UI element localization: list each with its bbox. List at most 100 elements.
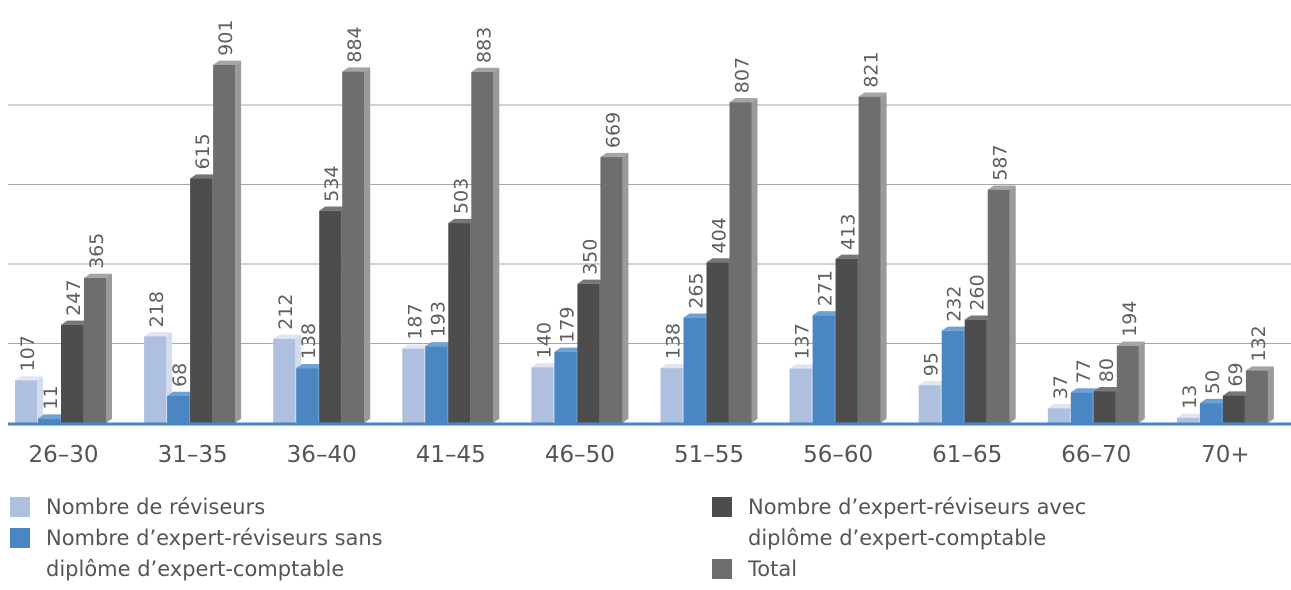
bar-top — [342, 67, 371, 72]
bar-top — [1199, 398, 1228, 404]
bar-top — [706, 258, 735, 263]
bar-front — [531, 367, 554, 423]
bar-side — [1009, 185, 1016, 423]
bar-top — [84, 273, 112, 278]
bar: 132 — [1245, 325, 1274, 423]
bar: 271 — [812, 270, 841, 423]
bar-front — [190, 178, 213, 423]
bar: 68 — [167, 363, 196, 423]
bar: 587 — [987, 144, 1016, 423]
bar-front — [660, 368, 683, 423]
data-label: 669 — [602, 112, 624, 148]
x-tick-label: 66–70 — [1061, 442, 1131, 468]
bar: 212 — [273, 293, 302, 423]
bar-side — [880, 92, 887, 423]
bar-front — [1199, 403, 1222, 423]
bar: 821 — [858, 51, 887, 423]
bar-top — [812, 311, 841, 316]
bar-top — [425, 342, 454, 347]
data-label: 107 — [17, 335, 39, 371]
bar: 365 — [84, 233, 112, 423]
x-tick-label: 41–45 — [416, 442, 486, 468]
data-label: 179 — [556, 307, 578, 343]
bar: 194 — [1116, 301, 1145, 423]
data-label: 365 — [86, 233, 108, 269]
bar: 140 — [531, 322, 560, 423]
bar-front — [600, 157, 623, 423]
x-tick-labels: 26–30 31–35 36–40 41–45 46–50 51–55 56–60 61–65… — [28, 442, 1249, 468]
legend-label: Total — [748, 557, 798, 581]
data-label: 193 — [427, 301, 449, 337]
data-label: 69 — [1225, 362, 1247, 386]
bar-front — [554, 351, 577, 423]
data-label: 194 — [1119, 301, 1141, 337]
bar-front — [38, 418, 60, 423]
data-label: 218 — [146, 291, 168, 327]
legend-item-sans-diplome: Nombre d’expert-réviseurs sans diplôme d… — [0, 523, 466, 585]
bar-top — [577, 279, 606, 284]
data-label: 140 — [533, 322, 555, 358]
bar-top — [554, 347, 583, 352]
bar-top — [941, 326, 970, 331]
bar-front — [858, 96, 881, 423]
bar-top — [319, 206, 348, 211]
x-tick-label: 51–55 — [674, 442, 744, 468]
data-label: 77 — [1073, 359, 1095, 383]
legend-swatch — [10, 497, 30, 517]
bar-top — [190, 174, 219, 179]
bar-top — [918, 381, 947, 386]
bar-front — [15, 380, 37, 423]
data-label: 11 — [40, 385, 62, 409]
bar-front — [729, 102, 752, 423]
bar-front — [213, 64, 236, 423]
bar-side — [1138, 341, 1145, 423]
bar-front — [964, 319, 987, 423]
data-label: 132 — [1248, 325, 1270, 361]
legend-label: Nombre de réviseurs — [46, 495, 266, 519]
bar-side — [37, 376, 43, 423]
bar-top — [1245, 366, 1274, 371]
bar-top — [402, 344, 431, 349]
bar-front — [683, 317, 706, 423]
bar-front — [471, 72, 494, 423]
bar-top — [683, 313, 712, 318]
bar-front — [402, 348, 425, 423]
bar-front — [1245, 370, 1268, 423]
data-label: 413 — [838, 214, 860, 250]
legend-item-avec-diplome: Nombre d’expert-réviseurs avec diplôme d… — [702, 492, 1168, 554]
bar-side — [751, 98, 758, 423]
legend-item-reviseurs: Nombre de réviseurs — [0, 492, 600, 523]
bar-front — [425, 346, 448, 423]
bar-top — [471, 67, 500, 73]
data-label: 265 — [686, 272, 708, 308]
bar-front — [835, 258, 858, 423]
bar-side — [235, 60, 242, 424]
bar-top — [167, 391, 196, 396]
data-label: 350 — [579, 239, 601, 275]
bar-side — [493, 67, 500, 424]
bar: 901 — [213, 20, 242, 424]
legend-right: Nombre d’expert-réviseurs avec diplôme d… — [702, 492, 1262, 585]
bar: 884 — [342, 26, 371, 424]
data-label: 138 — [298, 323, 320, 359]
data-label: 247 — [63, 280, 85, 316]
x-tick-label: 36–40 — [287, 442, 357, 468]
x-tick-label: 26–30 — [28, 442, 98, 468]
x-tick-label: 46–50 — [545, 442, 615, 468]
data-label: 884 — [344, 26, 366, 62]
bar-top — [1222, 391, 1251, 396]
data-label: 260 — [967, 274, 989, 310]
bar-front — [61, 324, 83, 423]
legend-label: Nombre d’expert-réviseurs sans diplôme d… — [46, 526, 383, 581]
bar-top — [531, 363, 560, 368]
bar-side — [1267, 366, 1274, 423]
bar-front — [812, 315, 835, 423]
data-label: 271 — [815, 270, 837, 306]
x-tick-label: 61–65 — [932, 442, 1002, 468]
data-label: 13 — [1179, 385, 1201, 409]
x-tick-label: 56–60 — [803, 442, 873, 468]
bar-side — [622, 152, 629, 423]
bar-front — [1093, 391, 1116, 423]
